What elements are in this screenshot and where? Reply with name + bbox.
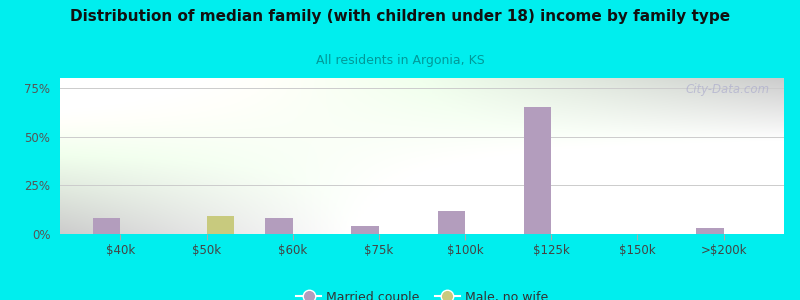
Bar [265, 218, 293, 234]
Bar [696, 228, 724, 234]
Text: Distribution of median family (with children under 18) income by family type: Distribution of median family (with chil… [70, 9, 730, 24]
Bar [93, 218, 120, 234]
Bar [206, 217, 234, 234]
Text: City-Data.com: City-Data.com [686, 83, 770, 96]
Bar [524, 107, 551, 234]
Bar [351, 226, 379, 234]
Legend: Married couple, Male, no wife: Married couple, Male, no wife [291, 286, 553, 300]
Text: All residents in Argonia, KS: All residents in Argonia, KS [316, 54, 484, 67]
Bar [438, 211, 465, 234]
